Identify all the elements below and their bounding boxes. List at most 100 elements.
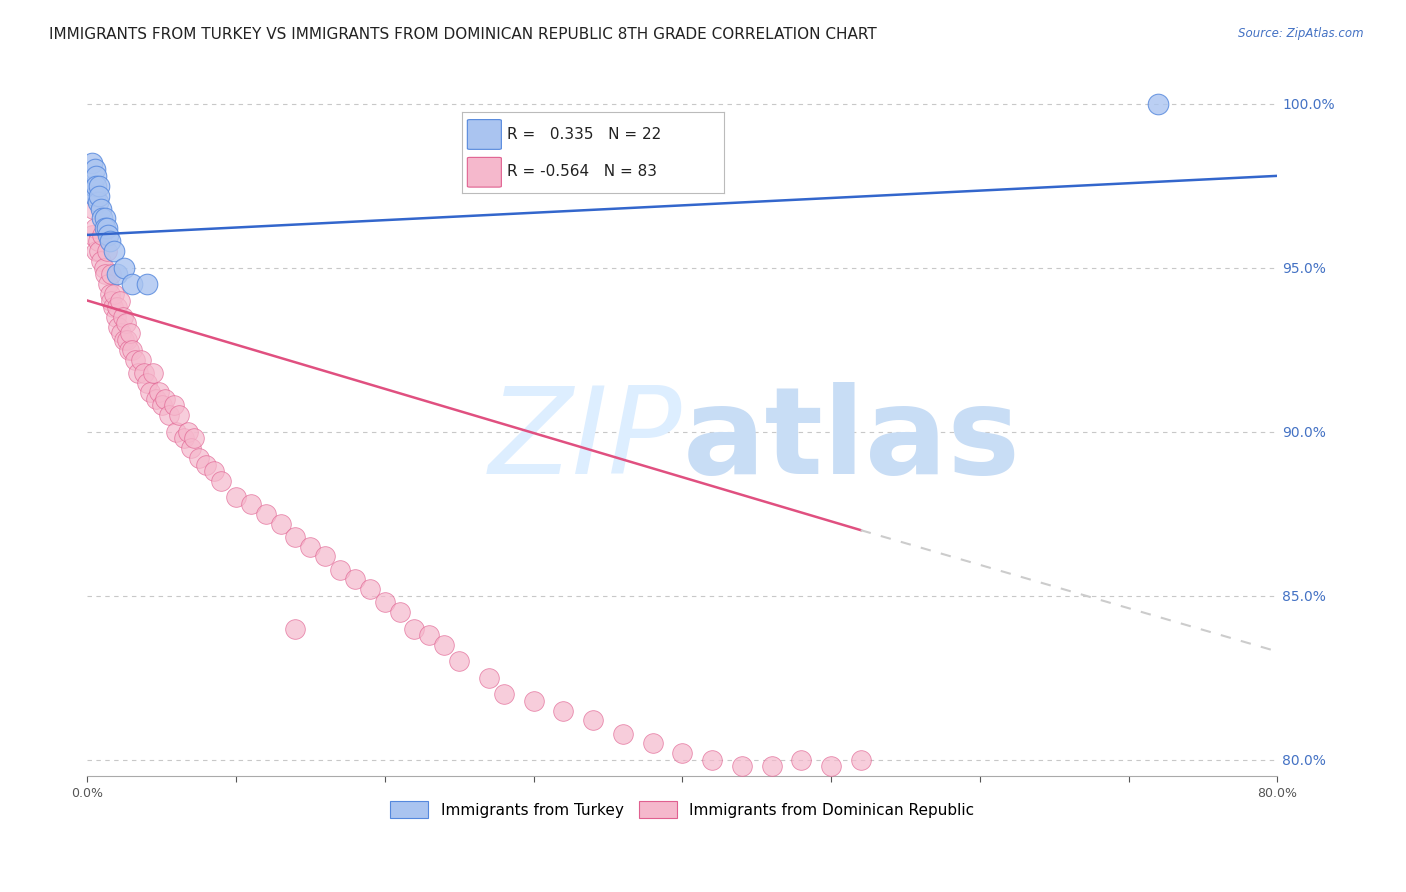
Point — [90, 254, 112, 268]
Point — [80, 155, 103, 169]
Point — [124, 352, 146, 367]
Point — [94, 221, 117, 235]
Point — [343, 572, 366, 586]
Point — [169, 409, 191, 423]
Text: ZIP: ZIP — [489, 383, 682, 500]
Point — [89, 188, 111, 202]
Point — [84, 169, 107, 183]
Point — [157, 409, 180, 423]
Point — [374, 595, 396, 609]
Point — [121, 277, 143, 292]
Point — [111, 310, 134, 324]
Point — [478, 671, 501, 685]
Point — [104, 310, 127, 324]
Point — [700, 753, 723, 767]
Point — [148, 385, 170, 400]
Point — [83, 221, 105, 235]
Point — [761, 759, 783, 773]
Point — [239, 497, 262, 511]
Point — [612, 726, 634, 740]
Text: IMMIGRANTS FROM TURKEY VS IMMIGRANTS FROM DOMINICAN REPUBLIC 8TH GRADE CORRELATI: IMMIGRANTS FROM TURKEY VS IMMIGRANTS FRO… — [49, 27, 877, 42]
Point — [1147, 96, 1170, 111]
Point — [110, 326, 132, 341]
Point — [98, 287, 121, 301]
Point — [162, 399, 184, 413]
Point — [101, 300, 124, 314]
Point — [145, 392, 167, 406]
Point — [433, 638, 456, 652]
Point — [86, 195, 108, 210]
Point — [135, 277, 157, 292]
Point — [121, 343, 143, 357]
Point — [117, 333, 139, 347]
Point — [202, 464, 225, 478]
Point — [82, 202, 104, 216]
Point — [83, 188, 105, 202]
Point — [299, 540, 322, 554]
Point — [492, 687, 515, 701]
Point — [82, 178, 104, 193]
Point — [135, 376, 157, 390]
Point — [187, 450, 209, 465]
Point — [80, 227, 103, 242]
Point — [108, 293, 131, 308]
Point — [173, 431, 195, 445]
Point — [91, 211, 114, 226]
Point — [150, 399, 173, 413]
Point — [449, 654, 471, 668]
Point — [83, 162, 105, 177]
Point — [103, 244, 125, 259]
Point — [731, 759, 754, 773]
Point — [553, 704, 575, 718]
Point — [97, 277, 120, 292]
Point — [177, 425, 200, 439]
Point — [84, 178, 107, 193]
Point — [98, 235, 121, 249]
Point — [582, 714, 605, 728]
Point — [209, 474, 232, 488]
Point — [96, 221, 118, 235]
Point — [820, 759, 842, 773]
Point — [94, 267, 117, 281]
Point — [93, 260, 115, 275]
Point — [180, 441, 202, 455]
Point — [849, 753, 872, 767]
Point — [183, 431, 205, 445]
Point — [254, 507, 277, 521]
Point — [96, 244, 118, 259]
Point — [671, 746, 693, 760]
Point — [112, 333, 135, 347]
Text: Source: ZipAtlas.com: Source: ZipAtlas.com — [1239, 27, 1364, 40]
Point — [91, 227, 114, 242]
Point — [284, 530, 307, 544]
Point — [100, 267, 122, 281]
Point — [522, 694, 544, 708]
Point — [388, 605, 411, 619]
Point — [129, 352, 152, 367]
Point — [89, 178, 111, 193]
Point — [97, 227, 120, 242]
Point — [86, 235, 108, 249]
Point — [418, 628, 440, 642]
Point — [790, 753, 813, 767]
Point — [105, 300, 128, 314]
Point — [118, 343, 141, 357]
Point — [103, 287, 125, 301]
Point — [404, 622, 426, 636]
Point — [94, 211, 117, 226]
Point — [105, 267, 128, 281]
Point — [120, 326, 142, 341]
Point — [314, 549, 336, 564]
Point — [127, 366, 149, 380]
Text: atlas: atlas — [682, 383, 1021, 500]
Legend: Immigrants from Turkey, Immigrants from Dominican Republic: Immigrants from Turkey, Immigrants from … — [384, 795, 980, 824]
Point — [90, 202, 112, 216]
Point — [284, 622, 307, 636]
Point — [138, 385, 160, 400]
Point — [641, 736, 664, 750]
Point — [107, 319, 129, 334]
Point — [359, 582, 381, 597]
Point — [132, 366, 155, 380]
Point — [100, 293, 122, 308]
Point — [142, 366, 165, 380]
